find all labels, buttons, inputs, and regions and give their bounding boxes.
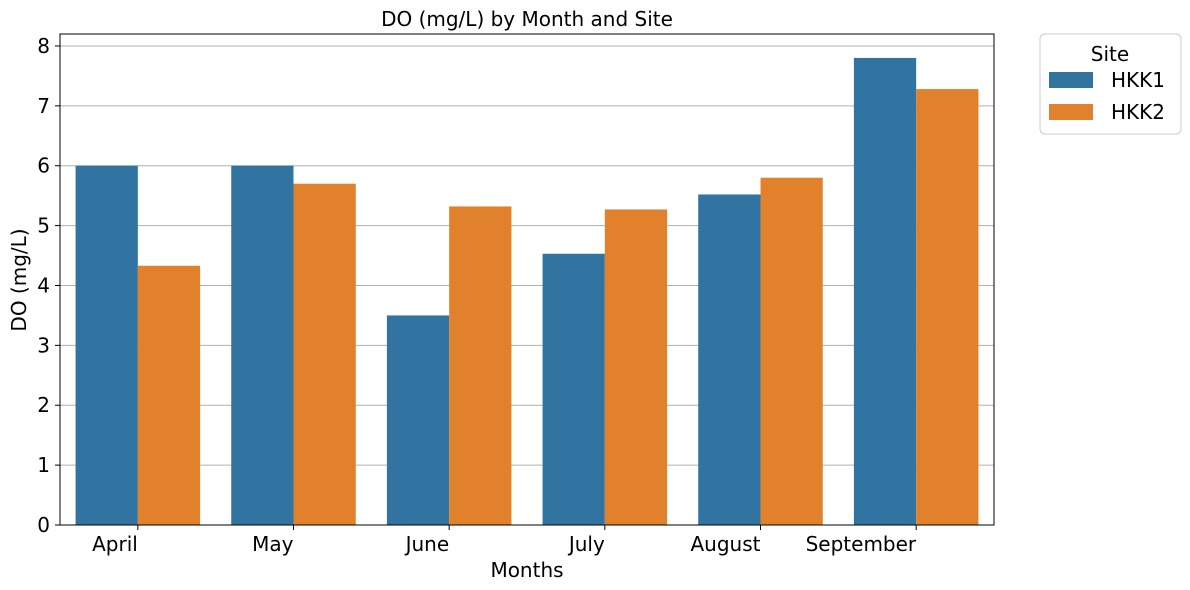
bar-hkk2-april xyxy=(137,265,201,525)
x-axis-ticks: April May June July August September xyxy=(92,525,917,556)
bar-hkk1-september xyxy=(853,57,917,525)
grid-lines xyxy=(60,45,994,526)
legend-label-hkk1: HKK1 xyxy=(1111,68,1165,92)
legend-label-hkk2: HKK2 xyxy=(1111,100,1165,124)
legend-title: Site xyxy=(1091,42,1129,66)
x-axis-title: Months xyxy=(490,558,563,582)
bar-hkk2-september xyxy=(916,89,979,526)
y-tick-label: 6 xyxy=(37,154,50,178)
y-tick-label: 7 xyxy=(37,94,50,118)
x-tick-label: August xyxy=(691,532,761,556)
legend-items: HKK1 HKK2 xyxy=(1049,68,1165,124)
chart-title: DO (mg/L) by Month and Site xyxy=(381,7,673,31)
bar-hkk2-june xyxy=(449,206,512,525)
legend-swatch-hkk1 xyxy=(1049,72,1093,88)
bar-hkk1-august xyxy=(698,194,761,525)
bar-hkk2-may xyxy=(293,183,356,525)
y-axis-title: DO (mg/L) xyxy=(7,228,31,331)
bar-hkk1-april xyxy=(75,165,138,526)
bar-hkk2-july xyxy=(604,209,668,525)
y-tick-label: 0 xyxy=(37,513,50,537)
bar-hkk1-july xyxy=(542,253,605,525)
x-tick-label: April xyxy=(92,532,138,556)
x-tick-label: June xyxy=(404,532,450,556)
y-tick-label: 1 xyxy=(37,453,50,477)
plot-frame xyxy=(59,33,995,526)
y-tick-label: 2 xyxy=(37,393,50,417)
legend: Site HKK1 HKK2 xyxy=(1039,33,1182,135)
y-axis-ticks: 0 1 2 3 4 5 6 7 8 xyxy=(37,34,60,537)
y-tick-label: 3 xyxy=(37,333,50,357)
y-tick-label: 5 xyxy=(37,214,50,238)
bar-hkk1-may xyxy=(231,165,294,526)
x-tick-label: September xyxy=(806,532,917,556)
legend-swatch-hkk2 xyxy=(1049,104,1093,120)
bars xyxy=(75,57,979,526)
bar-hkk1-june xyxy=(386,315,450,525)
y-tick-label: 4 xyxy=(37,273,50,297)
x-tick-label: May xyxy=(252,532,294,556)
bar-hkk2-august xyxy=(760,177,823,525)
x-tick-label: July xyxy=(567,532,605,556)
y-tick-label: 8 xyxy=(37,34,50,58)
